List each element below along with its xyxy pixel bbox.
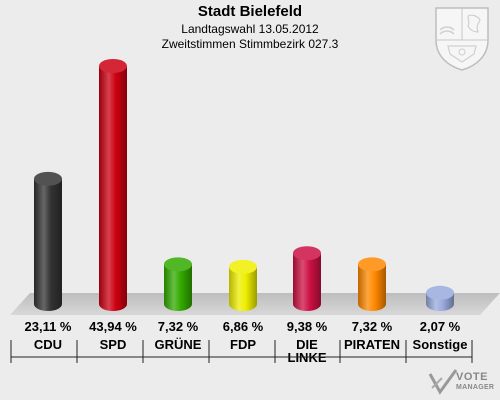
bar-grüne — [164, 257, 192, 311]
bar-body — [164, 264, 192, 311]
logo-line1: VOTE — [456, 371, 488, 383]
value-label: 23,11 % — [25, 319, 72, 334]
bar-cdu — [34, 171, 62, 311]
category-label: Sonstige — [413, 337, 468, 352]
bar-body — [229, 266, 257, 311]
bar-sonstige — [426, 285, 454, 311]
category-label: DIE — [296, 337, 318, 352]
bar-top — [426, 285, 454, 300]
value-label: 43,94 % — [89, 319, 137, 334]
bar-fdp — [229, 259, 257, 311]
value-label: 9,38 % — [287, 319, 328, 334]
bar-spd — [99, 59, 127, 311]
category-label: GRÜNE — [155, 337, 202, 352]
bar-body — [293, 253, 321, 311]
category-label: CDU — [34, 337, 62, 352]
election-subtitle: Landtagswahl 13.05.2012 — [181, 22, 319, 36]
logo-line2: MANAGER — [456, 384, 495, 391]
bar-top — [34, 171, 62, 186]
bar-body — [99, 66, 127, 311]
bar-top — [293, 246, 321, 261]
bar-die-linke — [293, 246, 321, 311]
bar-piraten — [358, 257, 386, 311]
category-label: FDP — [230, 337, 256, 352]
bar-top — [164, 257, 192, 272]
category-label: PIRATEN — [344, 337, 400, 352]
category-label: SPD — [100, 337, 127, 352]
nrw-coat-of-arms-icon — [435, 7, 489, 71]
value-label: 7,32 % — [158, 319, 199, 334]
chart-title: Stadt Bielefeld — [197, 3, 303, 20]
value-label: 6,86 % — [223, 319, 264, 334]
vote-check-icon — [428, 369, 458, 395]
bar-top — [229, 259, 257, 274]
vote-manager-logo: VOTE MANAGER — [428, 368, 498, 398]
bar-top — [358, 257, 386, 272]
bar-top — [99, 59, 127, 73]
district-subtitle: Zweitstimmen Stimmbezirk 027.3 — [161, 37, 339, 51]
bar-body — [34, 178, 62, 311]
value-label: 2,07 % — [420, 319, 461, 334]
bar-body — [358, 264, 386, 311]
value-label: 7,32 % — [352, 319, 393, 334]
